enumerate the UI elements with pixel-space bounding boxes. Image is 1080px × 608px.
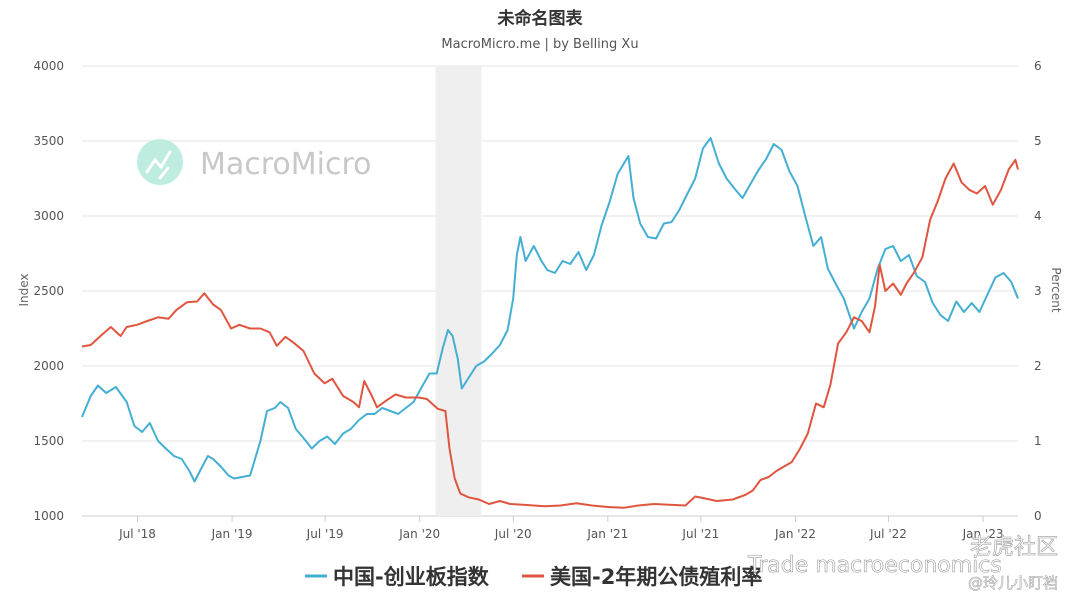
chart-title: 未命名图表 bbox=[497, 8, 584, 29]
y-right-tick-label: 5 bbox=[1034, 134, 1042, 148]
y-axis-left-label: Index bbox=[17, 273, 31, 306]
x-tick-label: Jul '21 bbox=[681, 527, 719, 541]
x-tick-label: Jan '19 bbox=[211, 527, 253, 541]
watermark-user-text: @玲儿小盯裆 bbox=[968, 574, 1058, 592]
gridlines bbox=[82, 65, 1018, 517]
y-right-tick-label: 2 bbox=[1034, 359, 1042, 373]
legend-label: 美国-2年期公债殖利率 bbox=[550, 565, 762, 589]
x-tick-label: Jul '20 bbox=[494, 527, 532, 541]
x-tick-label: Jul '22 bbox=[869, 527, 907, 541]
y-right-tick-label: 3 bbox=[1034, 284, 1042, 298]
x-tick-label: Jul '18 bbox=[118, 527, 156, 541]
legend-item-series-1[interactable]: 中国-创业板指数 bbox=[305, 565, 490, 589]
x-tick-label: Jan '23 bbox=[962, 527, 1004, 541]
shaded-period bbox=[435, 66, 482, 516]
watermark-logo-icon bbox=[137, 139, 183, 185]
watermark-text: MacroMicro bbox=[200, 147, 372, 182]
series-line-1 bbox=[81, 137, 1019, 483]
x-tick-label: Jan '22 bbox=[774, 527, 816, 541]
y-left-tick-label: 1000 bbox=[33, 509, 64, 523]
y-right-tick-label: 4 bbox=[1034, 209, 1042, 223]
x-tick-label: Jul '19 bbox=[306, 527, 344, 541]
watermark-logo-mark bbox=[145, 150, 172, 180]
watermark-trade-text: Trade macroeconomics bbox=[747, 553, 1002, 578]
y-axis-right: 0 1 2 3 4 5 6 bbox=[1034, 59, 1042, 523]
legend: 中国-创业板指数 美国-2年期公债殖利率 bbox=[305, 565, 762, 589]
y-left-tick-label: 1500 bbox=[33, 434, 64, 448]
y-left-tick-label: 2000 bbox=[33, 359, 64, 373]
legend-label: 中国-创业板指数 bbox=[333, 565, 490, 589]
y-left-tick-label: 2500 bbox=[33, 284, 64, 298]
series-lines bbox=[81, 137, 1019, 509]
chart-subtitle: MacroMicro.me | by Belling Xu bbox=[441, 37, 638, 52]
x-tick-label: Jan '20 bbox=[398, 527, 440, 541]
watermark-overlay: Trade macroeconomics 老虎社区 @玲儿小盯裆 bbox=[747, 535, 1059, 593]
legend-item-series-2[interactable]: 美国-2年期公债殖利率 bbox=[522, 565, 762, 589]
y-left-tick-label: 3000 bbox=[33, 209, 64, 223]
y-axis-right-label: Percent bbox=[1049, 267, 1063, 312]
y-left-tick-label: 4000 bbox=[33, 59, 64, 73]
y-right-tick-label: 0 bbox=[1034, 509, 1042, 523]
y-right-tick-label: 1 bbox=[1034, 434, 1042, 448]
y-left-tick-label: 3500 bbox=[33, 134, 64, 148]
series-line-2 bbox=[81, 158, 1019, 509]
y-axis-left: 1000 1500 2000 2500 3000 3500 4000 bbox=[33, 59, 64, 523]
watermark-logo: MacroMicro bbox=[137, 139, 372, 185]
x-axis: Jul '18 Jan '19 Jul '19 Jan '20 Jul '20 Jan '… bbox=[118, 516, 1003, 541]
watermark-brand-text: 老虎社区 bbox=[970, 535, 1058, 560]
y-right-tick-label: 6 bbox=[1034, 59, 1042, 73]
x-tick-label: Jan '21 bbox=[586, 527, 628, 541]
